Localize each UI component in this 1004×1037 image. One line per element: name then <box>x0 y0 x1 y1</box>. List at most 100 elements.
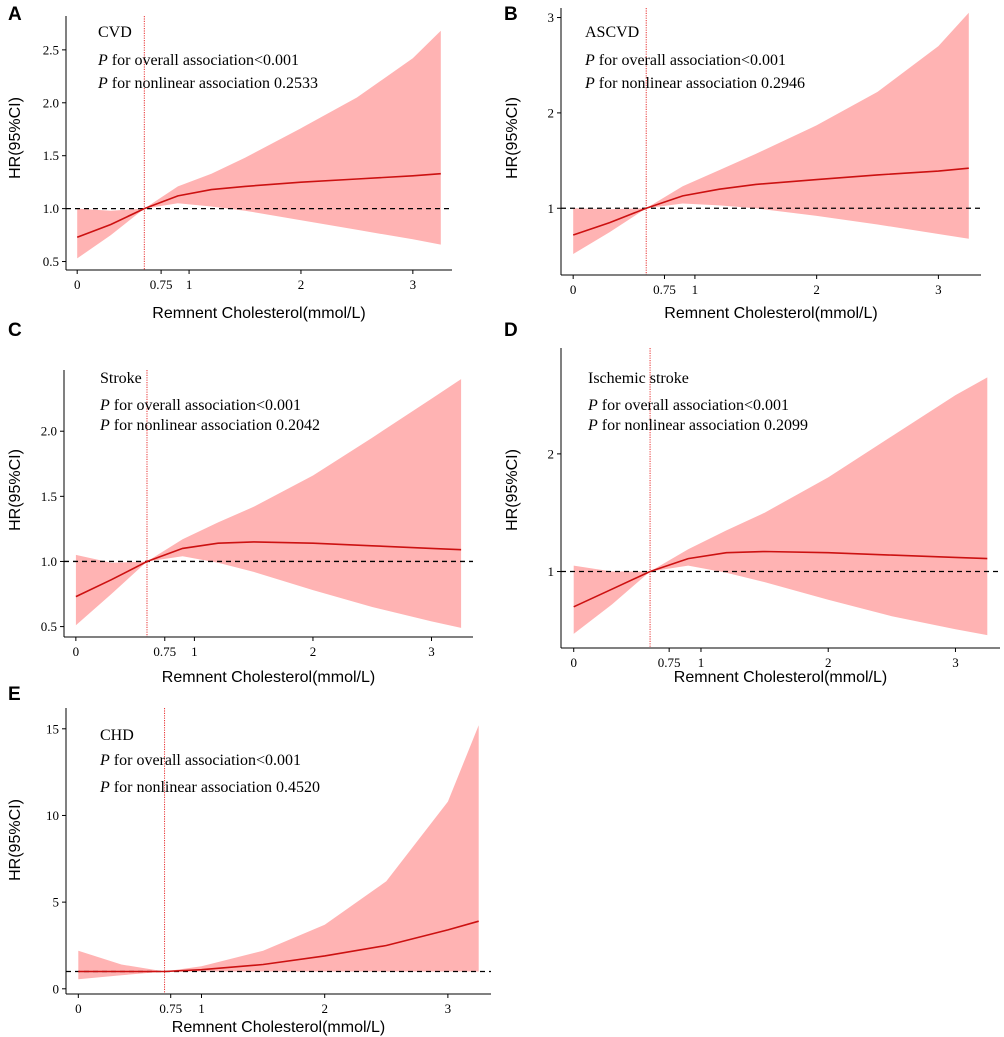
x-tick-label: 0.75 <box>658 655 681 670</box>
y-tick-label: 2.0 <box>43 95 59 110</box>
panel-letter: C <box>8 320 22 341</box>
x-tick-label: 3 <box>445 1001 452 1016</box>
x-axis-label: Remnent Cholesterol(mmol/L) <box>152 305 365 322</box>
x-tick-label: 1 <box>198 1001 205 1016</box>
y-tick-label: 0.5 <box>43 254 59 269</box>
x-tick-label: 0 <box>74 277 81 292</box>
y-tick-label: 1.5 <box>43 148 59 163</box>
y-tick-label: 1 <box>548 564 555 579</box>
y-tick-label: 1.5 <box>41 489 57 504</box>
x-tick-label: 2 <box>813 282 820 297</box>
p-overall-text: P for overall association<0.001 <box>97 52 299 69</box>
x-tick-label: 3 <box>428 644 435 659</box>
x-tick-label: 3 <box>935 282 942 297</box>
p-value-text: for nonlinear association 0.2946 <box>595 75 805 92</box>
y-tick-label: 1.0 <box>41 554 57 569</box>
x-tick-label: 2 <box>310 644 317 659</box>
p-value-text: for nonlinear association 0.4520 <box>110 779 320 796</box>
hr-curve <box>573 550 988 608</box>
p-symbol: P <box>587 417 598 434</box>
x-axis-label: Remnent Cholesterol(mmol/L) <box>172 1019 385 1036</box>
outcome-label: ASCVD <box>585 24 639 41</box>
confidence-band <box>573 377 988 636</box>
x-tick-label: 2 <box>825 655 832 670</box>
confidence-band <box>573 12 969 254</box>
x-tick-label: 2 <box>298 277 305 292</box>
outcome-label: CHD <box>100 727 134 744</box>
hr-curve <box>78 920 479 973</box>
x-tick-label: 3 <box>410 277 417 292</box>
p-nonlinear-text: P for nonlinear association 0.2099 <box>587 417 808 434</box>
y-tick-label: 3 <box>548 10 555 25</box>
confidence-band <box>75 379 462 628</box>
x-axis-label: Remnent Cholesterol(mmol/L) <box>162 669 375 686</box>
panel-letter: E <box>8 684 21 705</box>
panel-e: E 0 5 10 15 0 0.75 1 2 3 Remnent Cholesterol(mmol/… <box>7 684 491 1036</box>
outcome-label: Stroke <box>100 370 142 387</box>
x-tick-label: 1 <box>191 644 198 659</box>
p-nonlinear-text: P for nonlinear association 0.2946 <box>584 75 805 92</box>
p-symbol: P <box>99 752 110 769</box>
hr-curve <box>572 167 969 236</box>
p-symbol: P <box>97 75 108 92</box>
p-overall-text: P for overall association<0.001 <box>99 397 301 414</box>
y-tick-label: 5 <box>53 895 60 910</box>
p-symbol: P <box>584 75 595 92</box>
p-nonlinear-text: P for nonlinear association 0.4520 <box>99 779 320 796</box>
x-tick-label: 1 <box>186 277 193 292</box>
x-tick-label: 0 <box>75 1001 82 1016</box>
p-symbol: P <box>587 397 598 414</box>
p-nonlinear-text: P for nonlinear association 0.2042 <box>99 417 320 434</box>
hr-curve <box>75 541 462 598</box>
confidence-band <box>78 725 479 980</box>
y-tick-label: 15 <box>46 721 59 736</box>
y-axis-label: HR(95%CI) <box>7 799 24 881</box>
p-value-text: for nonlinear association 0.2042 <box>110 417 320 434</box>
p-value-text: for overall association<0.001 <box>598 397 789 414</box>
p-value-text: for nonlinear association 0.2099 <box>598 417 808 434</box>
x-axis-label: Remnent Cholesterol(mmol/L) <box>674 669 887 686</box>
confidence-band <box>77 30 441 259</box>
p-overall-text: P for overall association<0.001 <box>584 52 786 69</box>
y-axis-label: HR(95%CI) <box>7 449 24 531</box>
x-axis-label: Remnent Cholesterol(mmol/L) <box>664 305 877 322</box>
y-tick-label: 2 <box>548 446 555 461</box>
x-tick-label: 1 <box>692 282 699 297</box>
x-tick-label: 0.75 <box>150 277 173 292</box>
p-overall-text: P for overall association<0.001 <box>587 397 789 414</box>
p-symbol: P <box>99 397 110 414</box>
y-tick-label: 0 <box>53 981 60 996</box>
p-symbol: P <box>99 779 110 796</box>
y-axis-label: HR(95%CI) <box>504 97 521 179</box>
panel-a: A 0.5 1.0 1.5 2.0 2.5 0 0.75 1 2 3 Remnent Choleste… <box>7 4 452 322</box>
x-tick-label: 3 <box>952 655 959 670</box>
y-tick-label: 0.5 <box>41 619 57 634</box>
p-symbol: P <box>584 52 595 69</box>
hr-curve <box>76 172 441 238</box>
p-value-text: for nonlinear association 0.2533 <box>108 75 318 92</box>
x-tick-label: 1 <box>698 655 705 670</box>
y-tick-label: 2 <box>548 105 555 120</box>
x-tick-label: 0.75 <box>159 1001 182 1016</box>
x-tick-label: 0 <box>570 655 577 670</box>
panel-letter: A <box>8 4 22 25</box>
x-tick-label: 0.75 <box>653 282 676 297</box>
x-tick-label: 0 <box>73 644 80 659</box>
outcome-label: CVD <box>98 24 132 41</box>
p-symbol: P <box>97 52 108 69</box>
panel-letter: B <box>504 4 518 25</box>
p-value-text: for overall association<0.001 <box>595 52 786 69</box>
y-tick-label: 1 <box>548 201 555 216</box>
p-value-text: for overall association<0.001 <box>110 397 301 414</box>
y-tick-label: 10 <box>46 808 59 823</box>
y-tick-label: 2.0 <box>41 424 57 439</box>
x-tick-label: 2 <box>321 1001 328 1016</box>
y-axis-label: HR(95%CI) <box>7 97 24 179</box>
y-axis-label: HR(95%CI) <box>504 449 521 531</box>
x-tick-label: 0 <box>570 282 577 297</box>
p-value-text: for overall association<0.001 <box>108 52 299 69</box>
panel-b: B 1 2 3 0 0.75 1 2 3 Remnent Cholesterol(mmol/L) H… <box>504 4 981 322</box>
y-tick-label: 1.0 <box>43 201 59 216</box>
x-tick-label: 0.75 <box>153 644 176 659</box>
